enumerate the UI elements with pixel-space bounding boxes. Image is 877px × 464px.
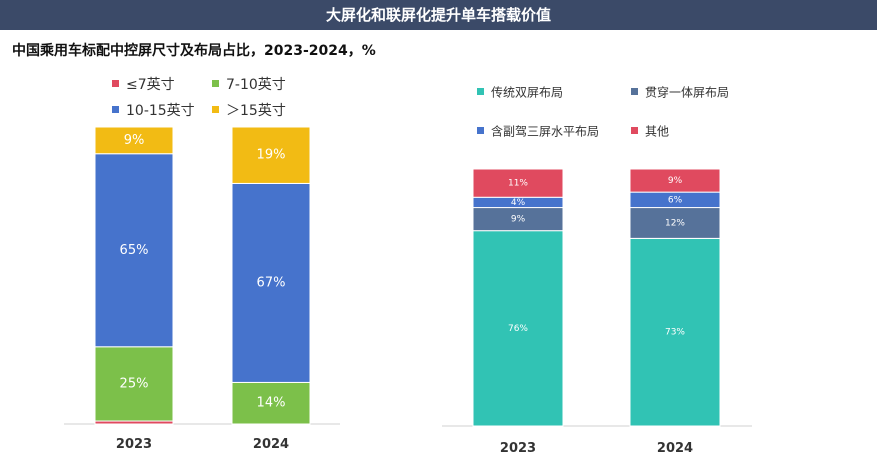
bar-segment — [94, 153, 174, 348]
chart-subtitle: 中国乘用车标配中控屏尺寸及布局占比，2023-2024，% — [12, 43, 376, 59]
legend-label: 7-10英寸 — [226, 76, 286, 93]
data-label: 19% — [257, 148, 286, 163]
legend-swatch — [112, 106, 119, 113]
bar-segment — [629, 237, 721, 427]
data-label: 11% — [508, 179, 528, 189]
category-tick-label: 2024 — [253, 437, 289, 452]
data-label: 25% — [120, 376, 149, 391]
category-tick-label: 2023 — [116, 437, 152, 452]
legend-label: ＞15英寸 — [226, 102, 286, 119]
bar-segment — [629, 207, 721, 239]
data-label: 65% — [120, 243, 149, 258]
bar-segment — [629, 168, 721, 193]
legend-label: 贯穿一体屏布局 — [645, 85, 729, 100]
legend-label: 传统双屏布局 — [491, 85, 563, 100]
data-label: 9% — [124, 133, 145, 148]
data-label: 6% — [668, 195, 683, 205]
data-label: 9% — [511, 215, 526, 225]
legend-swatch — [477, 127, 484, 134]
category-tick-label: 2023 — [500, 441, 536, 456]
bar-segment — [231, 182, 311, 383]
legend-label: 含副驾三屏水平布局 — [491, 124, 599, 139]
legend-swatch — [631, 127, 638, 134]
data-label: 4% — [511, 198, 526, 208]
legend-label: 10-15英寸 — [126, 102, 195, 119]
data-label: 67% — [257, 275, 286, 290]
data-label: 14% — [257, 396, 286, 411]
bar-segment — [231, 381, 311, 425]
data-label: 76% — [508, 324, 528, 334]
banner-title: 大屏化和联屏化提升单车搭载价值 — [0, 0, 877, 30]
legend-label: 其他 — [645, 125, 669, 139]
legend-swatch — [212, 80, 219, 87]
bar-segment — [472, 168, 564, 198]
legend-swatch — [631, 88, 638, 95]
data-label: 12% — [665, 218, 685, 228]
legend-label: ≤7英寸 — [126, 76, 175, 93]
bar-segment — [472, 230, 564, 427]
legend-swatch — [212, 106, 219, 113]
bar-segment — [94, 346, 174, 422]
data-label: 73% — [665, 328, 685, 338]
data-label: 9% — [668, 176, 683, 186]
bar-segment — [94, 126, 174, 155]
legend-swatch — [477, 88, 484, 95]
category-tick-label: 2024 — [657, 441, 693, 456]
bar-segment — [231, 126, 311, 184]
legend-swatch — [112, 80, 119, 87]
